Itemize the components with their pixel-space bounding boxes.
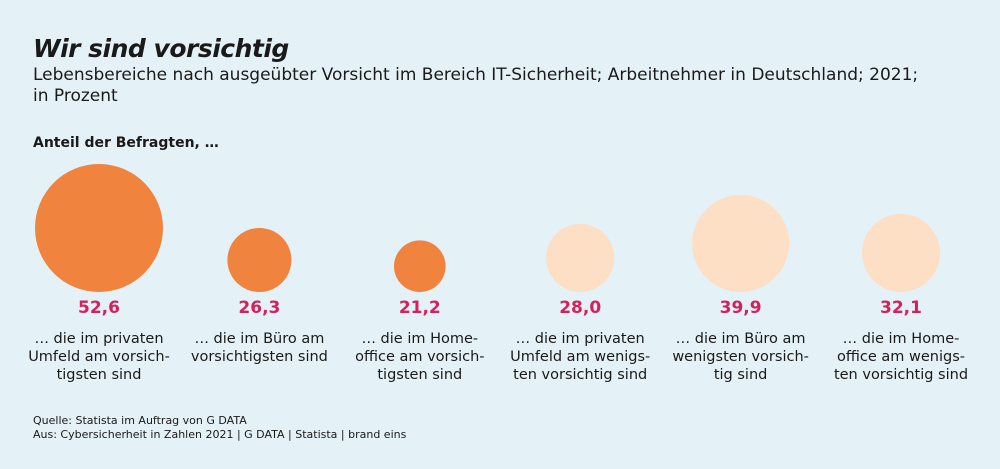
bubble-most-careful bbox=[394, 240, 446, 292]
bubble-most-careful bbox=[227, 228, 292, 292]
category-label-line: ten vorsichtig sind bbox=[513, 367, 648, 383]
value-label: 39,9 bbox=[719, 298, 762, 318]
category-label-line: … die im Büro am bbox=[675, 331, 806, 347]
category-label-line: Umfeld am wenigs- bbox=[510, 349, 651, 365]
section-label: Anteil der Befragten, … bbox=[33, 135, 219, 151]
category-label-line: ten vorsichtig sind bbox=[833, 367, 969, 383]
category-label-line: … die im Home- bbox=[842, 331, 960, 347]
bubble-least-careful bbox=[546, 223, 615, 292]
value-label: 32,1 bbox=[880, 298, 922, 318]
category-label-line: office am vorsich- bbox=[355, 349, 485, 365]
bubble-least-careful bbox=[692, 194, 790, 292]
category-label: … die im Home-office am vorsich-tigsten … bbox=[340, 330, 500, 384]
category-label-line: … die im Büro am bbox=[194, 331, 325, 347]
bubble-most-careful bbox=[35, 164, 163, 292]
value-label: 28,0 bbox=[559, 298, 602, 318]
category-label-line: office am wenigs- bbox=[836, 349, 965, 365]
category-label-line: tig sind bbox=[713, 367, 768, 383]
value-label: 26,3 bbox=[238, 298, 281, 318]
category-label: … die im privaten Umfeld am wenigs-ten vo… bbox=[500, 330, 660, 384]
category-label-line: wenigsten vorsich- bbox=[672, 349, 809, 365]
source-note: Quelle: Statista im Auftrag von G DATA A… bbox=[33, 414, 406, 442]
category-label-line: … die im privaten bbox=[515, 331, 645, 347]
origin-text: Aus: Cybersicherheit in Zahlen 2021 | G … bbox=[33, 428, 407, 441]
source-text: Quelle: Statista im Auftrag von G DATA bbox=[33, 414, 247, 427]
category-label-line: … die im privaten bbox=[34, 331, 164, 347]
subtitle-line: in Prozent bbox=[33, 86, 118, 106]
category-label-line: tigsten sind bbox=[377, 367, 463, 383]
category-label-line: Umfeld am vorsich- bbox=[28, 349, 170, 365]
value-label: 21,2 bbox=[398, 298, 441, 318]
bubble-least-careful bbox=[861, 213, 941, 292]
chart-subtitle: Lebensbereiche nach ausgeübter Vorsicht … bbox=[33, 65, 933, 107]
chart-title: Wir sind vorsichtig bbox=[33, 34, 289, 63]
value-label: 52,6 bbox=[78, 298, 120, 318]
category-label-line: … die im Home- bbox=[361, 331, 479, 347]
category-label: … die im Büro am wenigsten vorsich-tig si… bbox=[661, 330, 821, 384]
category-label: … die im privaten Umfeld am vorsich-tigst… bbox=[19, 330, 179, 384]
category-label-line: vorsichtigsten sind bbox=[190, 349, 328, 365]
category-label: … die im Büro am vorsichtigsten sind bbox=[179, 330, 339, 366]
category-label: … die im Home-office am wenigs-ten vorsi… bbox=[821, 330, 981, 384]
subtitle-line: Lebensbereiche nach ausgeübter Vorsicht … bbox=[33, 65, 919, 85]
category-label-line: tigsten sind bbox=[56, 367, 142, 383]
